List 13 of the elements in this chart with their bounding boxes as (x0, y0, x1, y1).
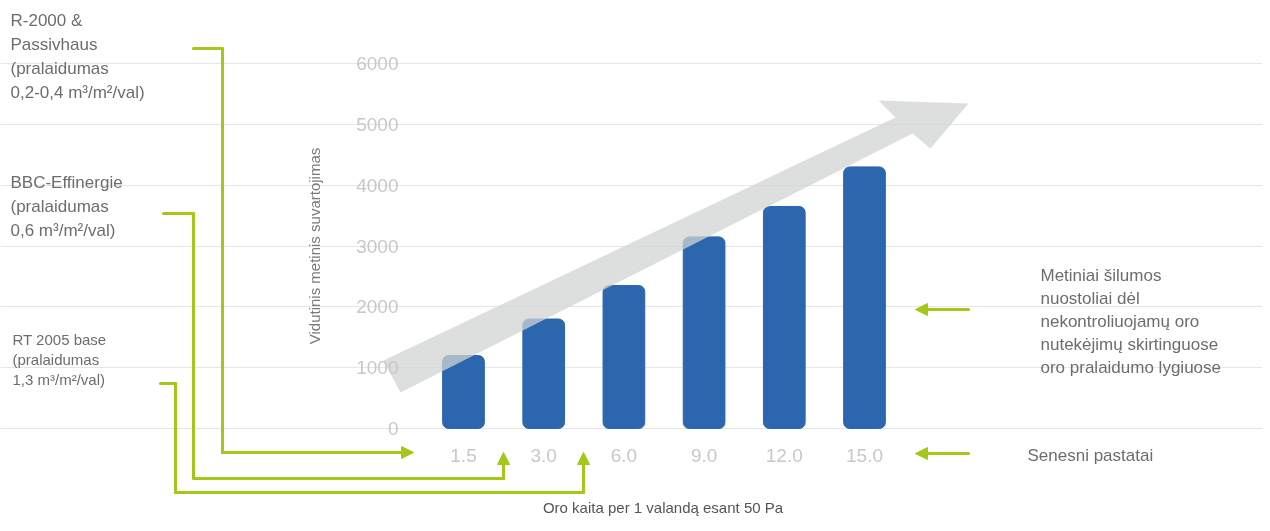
x-axis-title: Oro kaita per 1 valandą esant 50 Pa (542, 498, 784, 516)
text: RT 2005 base (pralaidumas 1,3 m³/m²/val) (12, 330, 107, 388)
bar (522, 318, 566, 429)
text: BBC-Effinergie (pralaidumas 0,6 m³/m²/val) (10, 172, 123, 240)
y-axis-title: Vidutinis metinis suvartojimas (306, 147, 324, 345)
text: Metiniai šilumos nuostoliai dėl nekontroliuojamų oro nutekėjimų skirtinguose oro pralaidumo lygiuose (1040, 265, 1221, 377)
text: R-2000 & Passivhaus (pralaidumas 0,2-0,4 m³/m²/val) (10, 10, 145, 102)
bar (682, 236, 726, 429)
bar (762, 205, 806, 429)
bar (843, 166, 886, 429)
bar (602, 285, 646, 429)
bar (442, 355, 485, 429)
text: Senesni pastatai (1027, 445, 1154, 465)
